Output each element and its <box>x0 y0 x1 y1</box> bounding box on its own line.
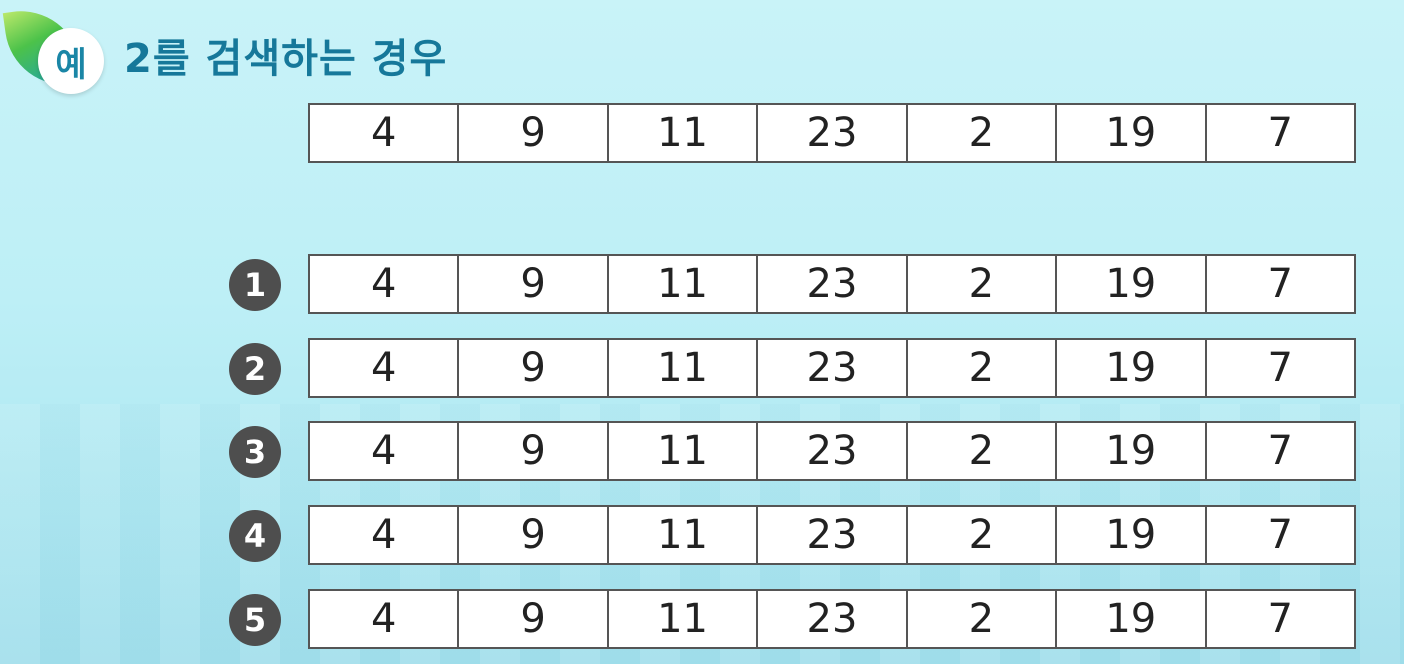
array-cell: 9 <box>459 105 609 161</box>
array-cell: 11 <box>609 105 759 161</box>
array-cell: 9 <box>459 423 609 479</box>
array-cell: 11 <box>609 423 759 479</box>
array-cell: 7 <box>1267 596 1293 642</box>
array-cell: 9 <box>459 256 609 312</box>
array-cell: 2 <box>908 507 1058 563</box>
array-cell: 4 <box>310 591 460 647</box>
array-cell: 2 <box>908 591 1058 647</box>
array-cell: 23 <box>758 423 908 479</box>
step-4-array: 4 9 11 23 2 19 7 <box>308 505 1356 565</box>
example-badge: 예 <box>2 3 104 94</box>
array-cell: 2 <box>908 105 1058 161</box>
badge-circle: 예 <box>38 28 104 94</box>
array-cell: 19 <box>1057 340 1207 396</box>
badge-label: 예 <box>55 44 87 85</box>
array-cell: 19 <box>1057 423 1207 479</box>
array-cell: 4 <box>310 423 460 479</box>
array-cell: 9 <box>459 591 609 647</box>
array-cell: 7 <box>1267 110 1293 156</box>
array-cell: 23 <box>758 105 908 161</box>
array-cell: 4 <box>310 256 460 312</box>
step-number-1: 1 <box>229 259 281 311</box>
array-cell: 2 <box>908 340 1058 396</box>
step-1-array: 4 9 11 23 2 19 7 <box>308 254 1356 314</box>
step-number-3: 3 <box>229 426 281 478</box>
step-5-array: 4 9 11 23 2 19 7 <box>308 589 1356 649</box>
step-number-5: 5 <box>229 594 281 646</box>
array-cell: 11 <box>609 507 759 563</box>
step-3-array: 4 9 11 23 2 19 7 <box>308 421 1356 481</box>
array-cell: 19 <box>1057 591 1207 647</box>
array-cell: 23 <box>758 340 908 396</box>
array-cell: 23 <box>758 256 908 312</box>
array-cell: 4 <box>310 105 460 161</box>
array-cell: 11 <box>609 591 759 647</box>
array-cell: 7 <box>1267 345 1293 391</box>
step-number-4: 4 <box>229 510 281 562</box>
array-cell: 4 <box>310 340 460 396</box>
array-cell: 7 <box>1267 428 1293 474</box>
array-cell: 4 <box>310 507 460 563</box>
array-cell: 2 <box>908 423 1058 479</box>
array-cell: 19 <box>1057 256 1207 312</box>
array-cell: 19 <box>1057 507 1207 563</box>
array-cell: 11 <box>609 256 759 312</box>
array-cell: 7 <box>1267 261 1293 307</box>
array-cell: 19 <box>1057 105 1207 161</box>
page-title: 2를 검색하는 경우 <box>124 36 448 82</box>
array-cell: 2 <box>908 256 1058 312</box>
array-cell: 9 <box>459 340 609 396</box>
step-number-2: 2 <box>229 343 281 395</box>
step-2-array: 4 9 11 23 2 19 7 <box>308 338 1356 398</box>
array-cell: 7 <box>1267 512 1293 558</box>
array-cell: 11 <box>609 340 759 396</box>
initial-array: 4 9 11 23 2 19 7 <box>308 103 1356 163</box>
array-cell: 23 <box>758 507 908 563</box>
array-cell: 9 <box>459 507 609 563</box>
array-cell: 23 <box>758 591 908 647</box>
